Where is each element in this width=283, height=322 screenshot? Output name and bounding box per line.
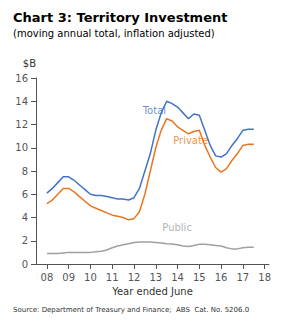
svg-text:0: 0 xyxy=(22,259,28,270)
svg-text:Year ended June: Year ended June xyxy=(111,286,193,297)
svg-text:2: 2 xyxy=(22,235,28,246)
svg-text:15: 15 xyxy=(193,272,206,283)
svg-text:13: 13 xyxy=(149,272,162,283)
svg-text:Chart 3: Territory Investment: Chart 3: Territory Investment xyxy=(13,10,227,25)
svg-text:11: 11 xyxy=(106,272,119,283)
svg-text:(moving annual total, inflatio: (moving annual total, inflation adjusted… xyxy=(13,28,215,39)
svg-text:Private: Private xyxy=(173,134,209,146)
svg-text:09: 09 xyxy=(62,272,75,283)
svg-text:$B: $B xyxy=(23,58,36,69)
svg-text:Public: Public xyxy=(162,222,192,233)
svg-text:Source: Department of Treasury: Source: Department of Treasury and Finan… xyxy=(13,306,249,314)
svg-text:17: 17 xyxy=(237,272,250,283)
svg-text:18: 18 xyxy=(258,272,271,283)
svg-text:Total: Total xyxy=(142,104,167,116)
svg-text:12: 12 xyxy=(15,119,28,130)
svg-text:14: 14 xyxy=(15,96,28,107)
svg-text:08: 08 xyxy=(41,272,54,283)
svg-text:16: 16 xyxy=(15,73,28,84)
svg-text:6: 6 xyxy=(22,189,28,200)
svg-text:4: 4 xyxy=(22,212,28,223)
svg-text:10: 10 xyxy=(84,272,97,283)
svg-text:16: 16 xyxy=(215,272,228,283)
svg-text:10: 10 xyxy=(15,142,28,153)
svg-text:8: 8 xyxy=(22,166,28,177)
svg-text:12: 12 xyxy=(128,272,141,283)
svg-text:14: 14 xyxy=(171,272,184,283)
